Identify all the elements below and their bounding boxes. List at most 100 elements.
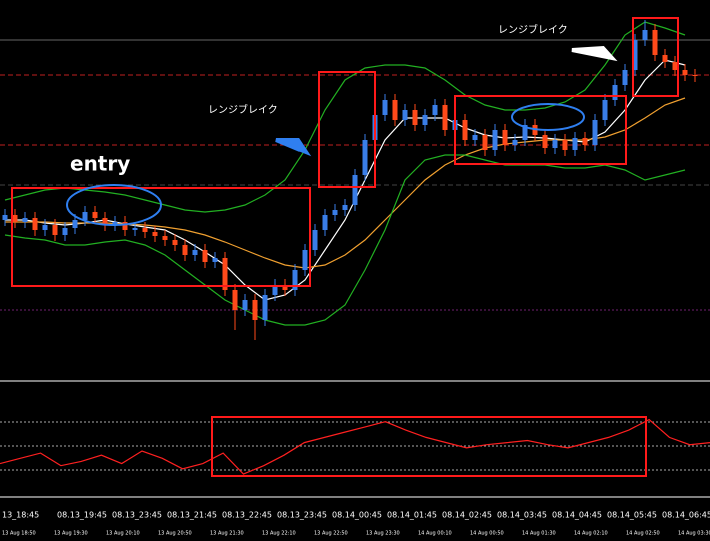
x-tick-label: 08.14_02:45 [442,511,492,520]
candle-body [672,62,678,70]
candle-body [132,228,138,230]
x-sub-label: 14 Aug 03:30 [678,531,710,537]
x-sub-label: 13 Aug 18:50 [2,531,36,537]
candle-body [632,40,638,70]
candle-body [352,175,358,205]
candle-body [322,215,328,230]
candle-body [42,225,48,230]
candle-body [622,70,628,85]
x-sub-label: 13 Aug 19:30 [54,531,88,537]
candle-body [582,138,588,145]
candle-body [442,105,448,130]
x-sub-label: 13 Aug 21:30 [210,531,244,537]
annotation: レンジブレイク [208,103,278,116]
candle-body [552,140,558,148]
candle-body [332,210,338,215]
arrow [275,138,312,157]
x-tick-label: 08.14_05:45 [607,511,657,520]
range-box [454,95,627,165]
x-tick-label: 08.13_23:45 [277,511,327,520]
candle-body [162,236,168,240]
range-box [318,71,376,188]
candle-body [302,250,308,270]
candle-body [272,285,278,295]
candle-body [212,258,218,262]
candle-body [612,85,618,100]
candle-body [122,222,128,230]
candle-body [72,220,78,228]
arrow [571,45,618,62]
x-tick-label: 08.13_19:45 [57,511,107,520]
candle-body [562,140,568,150]
candle-body [602,100,608,120]
x-sub-label: 13 Aug 20:50 [158,531,192,537]
x-sub-label: 14 Aug 02:10 [574,531,608,537]
candle-body [572,138,578,150]
candle-body [292,270,298,290]
plot [0,20,710,475]
candle-body [462,120,468,140]
indicator-line [5,59,686,301]
candle-body [222,258,228,290]
indicator-line [4,154,686,326]
x-sub-label: 13 Aug 22:50 [314,531,348,537]
range-box [632,17,679,97]
x-tick-label: 13_18:45 [2,511,39,520]
candle-body [232,290,238,310]
x-tick-label: 08.14_00:45 [332,511,382,520]
candle-body [262,295,268,320]
candle-body [312,230,318,250]
candle-body [422,115,428,125]
x-sub-label: 13 Aug 20:10 [106,531,140,537]
candle-body [92,212,98,218]
x-tick-label: 08.13_23:45 [112,511,162,520]
candle-body [252,300,258,320]
candle-body [242,300,248,310]
candle-body [342,205,348,210]
time-axis: 13_18:45 08.13_19:45 08.13_23:45 08.13_21:4… [2,511,710,537]
candle-body [282,285,288,290]
candle-body [592,120,598,145]
x-tick-label: 08.14_01:45 [387,511,437,520]
candle-body [482,135,488,150]
candle-body [432,105,438,115]
candle-body [492,130,498,150]
oscillator-line [0,418,710,475]
x-sub-label: 14 Aug 00:50 [470,531,504,537]
candle-body [522,125,528,140]
x-sub-label: 14 Aug 01:30 [522,531,556,537]
candle-body [82,212,88,220]
candle-body [382,100,388,115]
x-sub-label: 13 Aug 23:30 [366,531,400,537]
candle-body [502,130,508,145]
candle-body [182,245,188,255]
x-tick-label: 08.14_03:45 [497,511,547,520]
ellipse-marker [511,103,585,131]
highlights [11,17,679,477]
candle-body [22,218,28,222]
indicator-line [5,97,686,269]
candle-body [152,232,158,236]
candle-body [142,228,148,232]
candle-body [402,110,408,120]
candle-body [692,75,698,76]
candle-body [412,110,418,125]
x-tick-label: 08.14_04:45 [552,511,602,520]
x-sub-label: 14 Aug 00:10 [418,531,452,537]
x-sub-label: 13 Aug 22:10 [262,531,296,537]
candle-body [12,215,18,222]
indicator-line [4,21,686,213]
candle-body [202,250,208,262]
candle-body [32,218,38,230]
candle-body [392,100,398,120]
candle-body [62,228,68,235]
candle-body [52,225,58,235]
x-tick-label: 08.14_06:45 [662,511,710,520]
annotation: entry [70,152,130,176]
annotation: レンジブレイク [498,23,568,36]
candle-body [662,55,668,62]
candle-body [682,70,688,75]
range-box [211,416,647,477]
